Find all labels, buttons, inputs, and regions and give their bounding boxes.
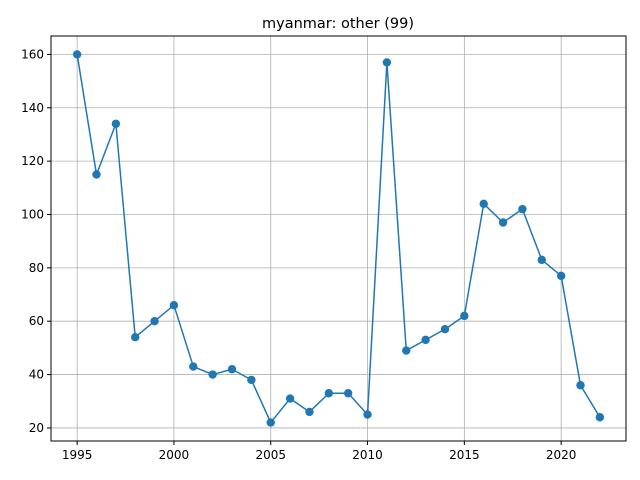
data-point (518, 204, 527, 214)
data-point (92, 170, 101, 179)
axis-ticks: 1995 2000 2005 2010 2015 20202040608010012014… (21, 47, 576, 462)
y-tick-label: 140 (21, 101, 44, 115)
x-tick-label: 2010 (352, 448, 383, 462)
data-point (421, 335, 430, 345)
series-lines (76, 54, 601, 424)
data-point (498, 218, 508, 227)
x-tick-label: 2020 (546, 448, 577, 462)
y-tick-label: 120 (21, 154, 44, 168)
data-point (189, 362, 198, 371)
data-point (402, 346, 411, 355)
chart-title: myanmar: other (99) (262, 16, 414, 32)
data-point (111, 119, 121, 128)
data-point (460, 311, 469, 321)
series-line (76, 54, 601, 424)
x-tick-label: 2005 (255, 448, 286, 462)
data-point (305, 407, 314, 417)
y-tick-label: 40 (29, 368, 44, 382)
data-point (363, 410, 372, 419)
data-point (169, 300, 179, 310)
y-tick-label: 160 (21, 47, 44, 61)
data-point (382, 58, 392, 67)
data-point (266, 418, 275, 427)
data-point (576, 381, 585, 390)
data-point (72, 50, 82, 59)
data-point (324, 389, 334, 398)
data-point (247, 375, 256, 385)
y-tick-label: 60 (29, 314, 44, 328)
data-point (537, 255, 546, 265)
grid-lines (51, 36, 626, 441)
y-tick-label: 20 (29, 421, 44, 435)
data-point (343, 389, 353, 398)
data-point (227, 365, 237, 374)
data-point (440, 325, 450, 334)
data-point (285, 394, 295, 403)
data-point (556, 271, 566, 281)
y-tick-label: 80 (29, 261, 44, 275)
y-tick-label: 100 (21, 207, 44, 221)
data-point (595, 413, 605, 422)
data-point (150, 317, 159, 326)
plot-area-frame (50, 35, 627, 442)
x-tick-label: 2000 (159, 448, 190, 462)
data-point (208, 370, 217, 379)
x-tick-label: 1995 (62, 448, 93, 462)
x-tick-label: 2015 (449, 448, 480, 462)
data-points (72, 50, 605, 427)
data-point (131, 333, 140, 342)
data-point (479, 199, 488, 209)
